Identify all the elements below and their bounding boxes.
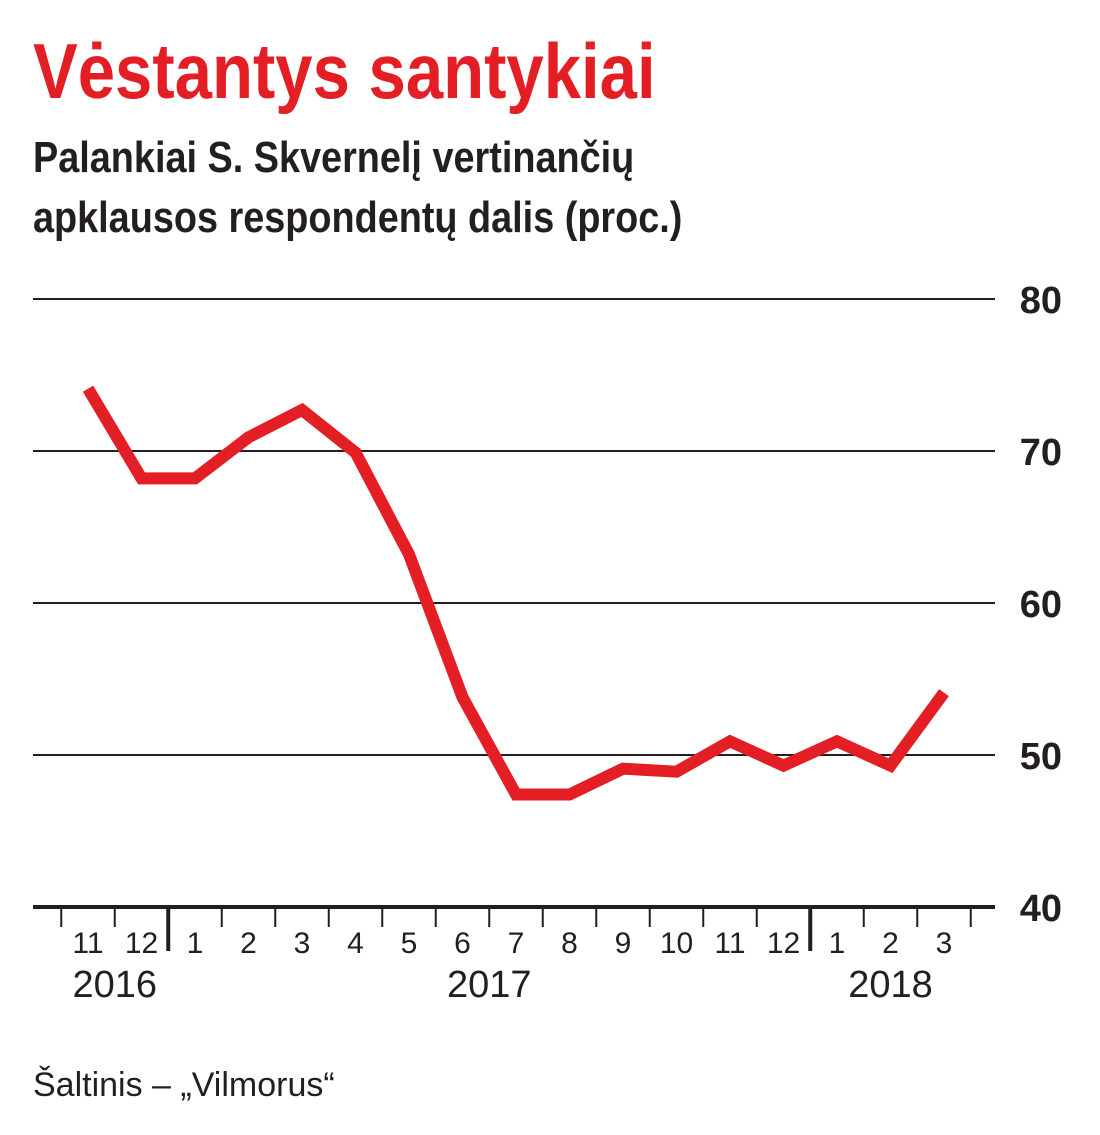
chart-subtitle-line-1: Palankiai S. Skvernelį vertinančių [33, 132, 634, 181]
x-tick-label: 12 [125, 927, 158, 960]
year-label: 2018 [848, 964, 933, 1006]
chart-subtitle-line-2: apklausos respondentų dalis (proc.) [33, 192, 682, 241]
y-tick-label: 60 [1020, 584, 1062, 626]
chart-title: Vėstantys santykiai [33, 28, 656, 115]
source-note: Šaltinis – „Vilmorus“ [33, 1066, 335, 1104]
x-tick-label: 2 [240, 927, 257, 960]
gridlines [33, 298, 995, 756]
x-tick-label: 7 [508, 927, 525, 960]
series-layer [82, 385, 949, 801]
y-tick-label: 80 [1020, 280, 1062, 322]
x-tick-label: 2 [882, 927, 899, 960]
y-axis-ticks: 40 50 60 70 80 [1020, 280, 1062, 930]
x-tick-label: 4 [347, 927, 364, 960]
x-tick-label: 5 [401, 927, 418, 960]
x-tick-label: 9 [615, 927, 632, 960]
year-label: 2017 [447, 964, 532, 1006]
x-tick-label: 11 [72, 927, 103, 960]
x-tick-label: 1 [187, 927, 204, 960]
x-tick-label: 1 [829, 927, 846, 960]
y-tick-label: 50 [1020, 736, 1062, 778]
x-tick-label: 3 [294, 927, 311, 960]
y-tick-label: 70 [1020, 432, 1062, 474]
x-tick-label: 6 [454, 927, 471, 960]
series-line [82, 385, 949, 801]
y-tick-label: 40 [1020, 888, 1062, 930]
x-tick-label: 10 [660, 927, 693, 960]
x-tick-label: 12 [767, 927, 800, 960]
x-tick-label: 11 [714, 927, 745, 960]
year-label: 2016 [72, 964, 157, 1006]
x-tick-label: 3 [936, 927, 953, 960]
x-tick-label: 8 [561, 927, 578, 960]
